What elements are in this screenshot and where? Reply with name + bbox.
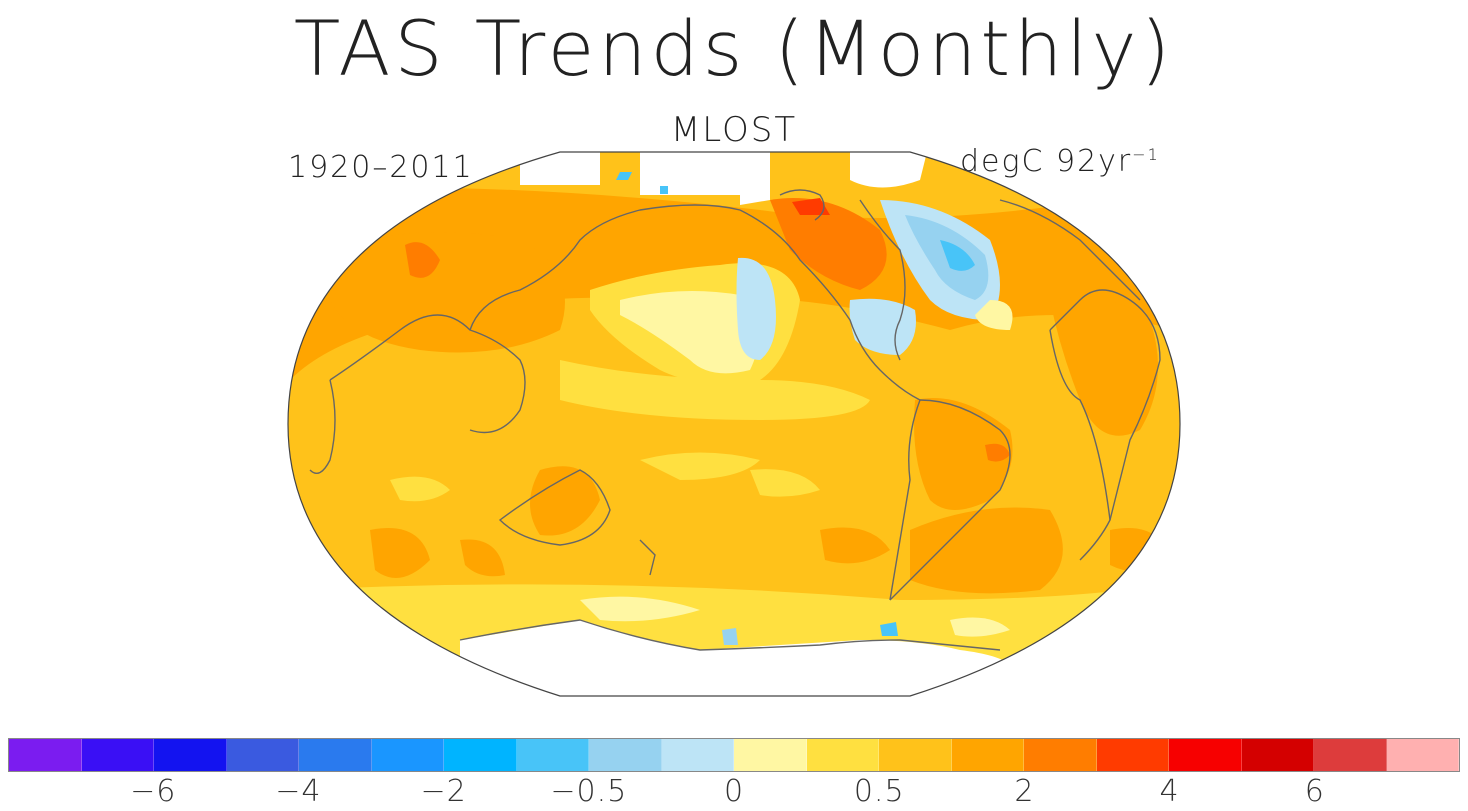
colorbar-cell: [1169, 739, 1242, 771]
colorbar: [8, 738, 1460, 772]
colorbar-cell: [1314, 739, 1387, 771]
colorbar-cell: [226, 739, 299, 771]
map-field: [288, 152, 1180, 696]
colorbar-cell: [661, 739, 734, 771]
colorbar-cell: [81, 739, 154, 771]
colorbar-tick-label: 6: [1304, 774, 1325, 809]
colorbar-cell: [9, 739, 82, 771]
colorbar-tick-label: −0.5: [550, 774, 628, 809]
colorbar-cell: [589, 739, 662, 771]
colorbar-cell: [806, 739, 879, 771]
dataset-label: MLOST: [670, 110, 798, 150]
colorbar-cell: [734, 739, 807, 771]
colorbar-tick-label: 2: [1014, 774, 1035, 809]
colorbar-cell: [1024, 739, 1097, 771]
coastlines: [309, 189, 1161, 651]
colorbar-tick-label: −4: [275, 774, 322, 809]
colorbar-cell: [1241, 739, 1314, 771]
colorbar-cell: [299, 739, 372, 771]
colorbar-cell: [951, 739, 1024, 771]
colorbar-cell: [154, 739, 227, 771]
colorbar-cell: [1386, 739, 1459, 771]
trend-map: [287, 151, 1181, 697]
globe-outline: [287, 151, 1181, 697]
units-label: degC 92yr−1: [960, 144, 1160, 179]
colorbar-cell: [516, 739, 589, 771]
colorbar-cell: [879, 739, 952, 771]
colorbar-tick-label: −6: [130, 774, 177, 809]
colorbar-cell: [444, 739, 517, 771]
page-title: TAS Trends (Monthly): [293, 4, 1175, 93]
colorbar-ticks: −6 −4 −2 −0.5 0 0.5 2 4 6: [0, 774, 1468, 810]
colorbar-tick-label: 0: [723, 774, 745, 809]
colorbar-cell: [1096, 739, 1169, 771]
colorbar-tick-label: 0.5: [853, 774, 905, 809]
colorbar-tick-label: −2: [420, 774, 467, 809]
colorbar-tick-label: 4: [1159, 774, 1180, 809]
colorbar-cell: [371, 739, 444, 771]
period-label: 1920–2011: [288, 150, 474, 185]
